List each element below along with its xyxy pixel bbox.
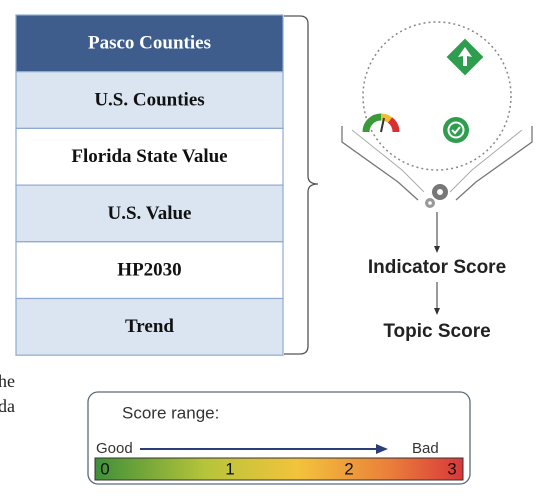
diamond-icon xyxy=(446,38,484,76)
row-text: U.S. Value xyxy=(108,203,192,224)
arrowhead xyxy=(434,246,440,253)
scale: 0 1 2 3 xyxy=(100,459,456,478)
row-cell xyxy=(15,127,284,186)
text-fragment: he xyxy=(0,371,15,391)
arrowhead xyxy=(376,444,388,454)
score-title: Score range: xyxy=(122,403,219,422)
dashed-circle xyxy=(362,21,512,171)
topic-score: Topic Score xyxy=(383,321,490,342)
indicator-score: Indicator Score xyxy=(368,257,506,278)
gear-icon xyxy=(425,184,448,208)
score-gradient xyxy=(94,457,464,481)
table: Pasco Counties U.S. Counties Florida State… xyxy=(15,14,284,356)
bracket xyxy=(284,15,319,355)
row-cell xyxy=(15,241,284,300)
good-label: Good xyxy=(96,440,133,457)
row-cell xyxy=(15,297,284,356)
scale-label: 3 xyxy=(447,459,456,478)
scale-label: 1 xyxy=(225,459,234,478)
funnel-inner-left xyxy=(351,129,425,193)
row-text: HP2030 xyxy=(117,260,181,281)
header-cell xyxy=(15,14,284,73)
row-text: Trend xyxy=(125,316,174,337)
row-cell xyxy=(15,184,284,243)
text-fragment: da xyxy=(0,396,15,416)
arrowhead xyxy=(434,308,440,315)
scale-label: 0 xyxy=(100,459,109,478)
check-icon xyxy=(443,117,469,143)
row-cell xyxy=(15,71,284,129)
row-text: Florida State Value xyxy=(71,146,227,167)
funnel-left xyxy=(341,126,419,201)
bad-label: Bad xyxy=(412,440,439,457)
funnel-right xyxy=(455,126,533,201)
row-text: U.S. Counties xyxy=(94,89,204,110)
gauge-icon xyxy=(362,113,400,133)
funnel-inner-right xyxy=(449,129,523,193)
scale-label: 2 xyxy=(344,459,353,478)
header-text: Pasco Counties xyxy=(88,33,211,54)
